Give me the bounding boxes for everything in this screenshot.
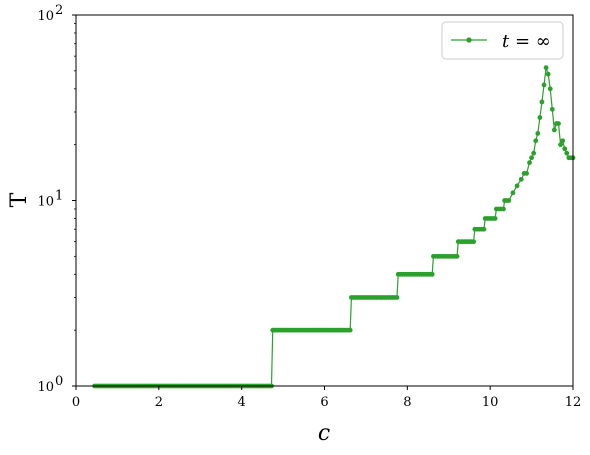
y-tick-label: 10 <box>37 9 54 24</box>
x-tick-label: 0 <box>72 395 80 410</box>
data-point <box>347 327 353 333</box>
data-point <box>514 183 520 189</box>
y-tick-label: 10 <box>37 380 54 395</box>
series-line <box>94 67 573 387</box>
data-point <box>537 115 543 120</box>
x-tick-label: 8 <box>403 395 411 410</box>
data-point <box>556 121 561 126</box>
data-point <box>394 295 400 300</box>
data-point <box>541 82 547 88</box>
data-point <box>524 170 530 176</box>
x-tick-label: 2 <box>155 395 163 410</box>
legend-series-label: t = ∞ <box>502 31 551 52</box>
data-point <box>510 190 516 196</box>
data-point <box>533 138 539 144</box>
y-axis-label: T <box>7 192 32 207</box>
data-point <box>506 198 512 203</box>
data-point <box>558 142 563 148</box>
data-point <box>529 155 534 161</box>
y-tick-exponent: 2 <box>55 3 63 18</box>
data-point <box>547 86 553 92</box>
data-point <box>481 226 487 232</box>
data-point <box>454 253 460 259</box>
y-tick-exponent: 1 <box>55 189 63 204</box>
data-point <box>527 160 532 166</box>
x-tick-label: 10 <box>482 395 499 410</box>
x-axis: 0 2 4 6 8 10 12 <box>72 386 581 410</box>
data-point <box>518 176 524 182</box>
y-tick-label: 10 <box>37 195 54 210</box>
legend-box <box>441 21 564 60</box>
data-point <box>539 99 545 105</box>
x-tick-label: 12 <box>565 395 582 410</box>
data-point <box>549 106 555 112</box>
data-point <box>531 150 537 156</box>
data-point <box>501 206 506 212</box>
x-tick-label: 6 <box>320 395 328 410</box>
data-point <box>545 71 551 77</box>
data-point <box>562 146 568 152</box>
plot-area <box>92 65 576 389</box>
x-tick-label: 4 <box>238 395 246 410</box>
legend: t = ∞ <box>441 21 564 60</box>
data-point <box>492 216 498 221</box>
x-axis-label: c <box>318 421 330 446</box>
data-point <box>535 131 541 136</box>
y-tick-exponent: 0 <box>55 374 63 389</box>
data-point <box>551 127 557 133</box>
data-point <box>429 271 435 277</box>
legend-series-marker <box>466 37 472 43</box>
data-point <box>471 239 476 245</box>
data-point <box>543 65 549 71</box>
data-point <box>560 138 566 144</box>
data-point <box>564 150 570 156</box>
